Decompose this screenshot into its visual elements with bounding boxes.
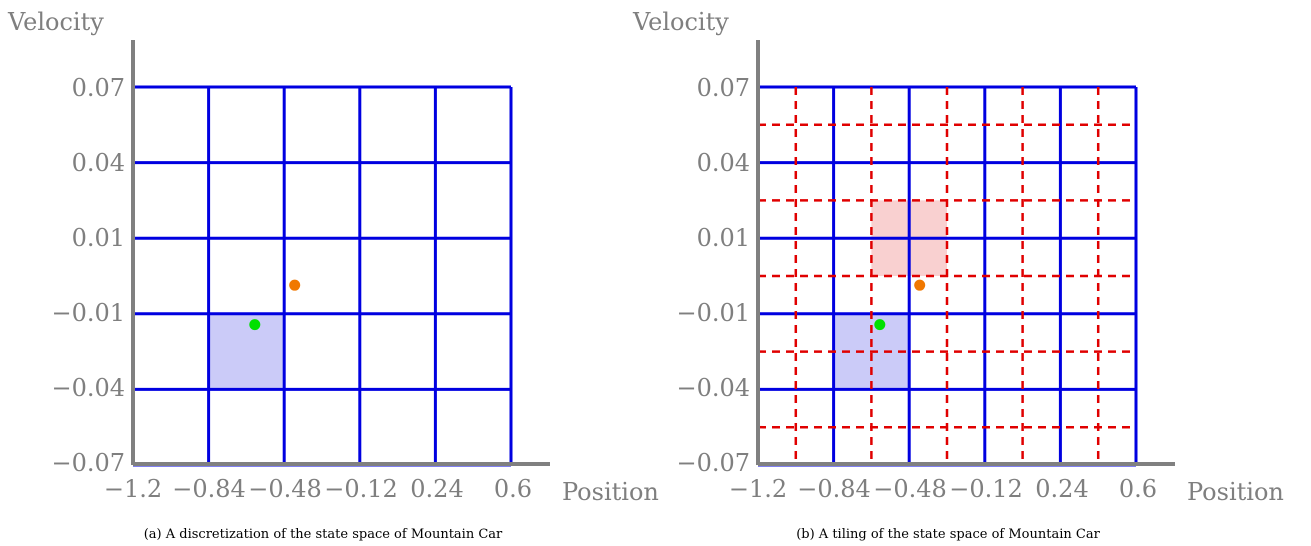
x-tick-label: −0.48 — [873, 475, 947, 503]
x-tick-label: −1.2 — [729, 475, 787, 503]
axes-layer — [131, 40, 550, 466]
y-tick-label: −0.01 — [676, 299, 750, 327]
x-axis-label: Position — [1187, 478, 1284, 506]
x-tick-label: 0.24 — [410, 475, 463, 503]
y-tick-label: 0.07 — [697, 74, 750, 102]
cell-layer — [208, 313, 285, 390]
x-tick-label: −0.12 — [949, 475, 1023, 503]
x-tick-label: −0.84 — [797, 475, 871, 503]
grid-layer — [131, 85, 513, 467]
y-tick-label: −0.04 — [676, 374, 750, 402]
x-tick-label: 0.6 — [1119, 475, 1157, 503]
y-axis-label: Velocity — [632, 8, 729, 36]
y-tick-label: 0.04 — [72, 149, 125, 177]
orange-point — [914, 279, 926, 291]
y-tick-label: 0.07 — [72, 74, 125, 102]
point-layer — [249, 279, 301, 331]
tiling-layer — [758, 87, 1136, 465]
y-tick-label: −0.04 — [51, 374, 125, 402]
green-point — [874, 319, 886, 331]
y-axis-label: Velocity — [7, 8, 104, 36]
y-tick-label: −0.07 — [676, 449, 750, 477]
x-tick-label: 0.24 — [1035, 475, 1088, 503]
panel-discretization: Velocity Position 0.07 0.04 0.01 −0.01 −… — [7, 8, 659, 542]
highlighted-grid-cell — [208, 313, 285, 390]
x-tick-label: −0.84 — [172, 475, 246, 503]
y-tick-label: −0.07 — [51, 449, 125, 477]
x-tick-label: −1.2 — [104, 475, 162, 503]
x-tick-label: 0.6 — [494, 475, 532, 503]
x-axis-label: Position — [562, 478, 659, 506]
grid-layer — [756, 85, 1138, 467]
caption: (b) A tiling of the state space of Mount… — [796, 527, 1100, 542]
y-tick-label: 0.01 — [72, 224, 125, 252]
y-tick-label: 0.01 — [697, 224, 750, 252]
panel-tiling: Velocity Position 0.07 0.04 0.01 −0.01 −… — [632, 8, 1284, 542]
y-tick-label: −0.01 — [51, 299, 125, 327]
x-tick-label: −0.12 — [324, 475, 398, 503]
point-layer — [874, 279, 926, 331]
x-tick-label: −0.48 — [248, 475, 322, 503]
orange-point — [289, 279, 301, 291]
y-tick-label: 0.04 — [697, 149, 750, 177]
axes-layer — [756, 40, 1175, 466]
green-point — [249, 319, 261, 331]
cell-layer — [833, 200, 947, 390]
caption: (a) A discretization of the state space … — [144, 527, 503, 542]
